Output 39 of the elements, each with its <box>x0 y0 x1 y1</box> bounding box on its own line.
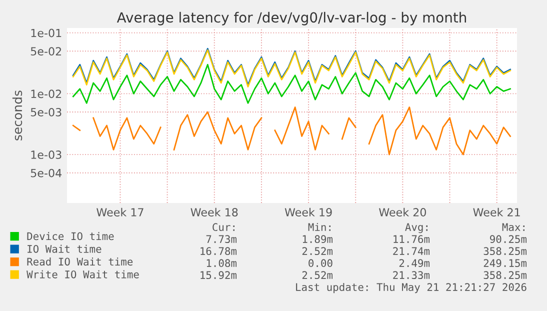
text: Cur: <box>212 223 234 232</box>
y-tick-label: 1e-03 <box>31 150 62 159</box>
text: 16.78m <box>200 247 237 256</box>
text: 11.76m <box>394 235 430 244</box>
text: 2.49m <box>399 259 430 268</box>
x-tick-label: Week 19 <box>284 208 332 216</box>
text: 21.33m <box>393 271 430 280</box>
text: 1.08m <box>206 259 237 268</box>
text: 2.52m <box>302 247 333 256</box>
legend-label: Write IO Wait time <box>26 270 139 278</box>
text: 0.00 <box>308 259 332 268</box>
text: 2.52m <box>302 271 333 280</box>
chart-title: Average latency for /dev/vg0/lv-var-log - by month <box>116 12 466 26</box>
y-tick-label: 1e-01 <box>31 28 62 38</box>
x-tick-label: Week 18 <box>190 208 238 216</box>
line-series <box>72 64 511 104</box>
text: 1.89m <box>302 235 333 244</box>
x-tick-label: Week 20 <box>378 208 426 216</box>
y-tick-label: 5e-03 <box>30 108 62 116</box>
y-axis-title: seconds <box>12 90 22 140</box>
legend-label: IO Wait time <box>28 244 102 253</box>
text: 358.25m <box>484 247 527 256</box>
text: Max: <box>502 223 524 232</box>
y-tick-label: 5e-02 <box>30 47 62 56</box>
text: 358.25m <box>484 271 527 280</box>
x-tick-label: Week 17 <box>96 208 144 216</box>
y-tick-label: 1e-02 <box>31 90 62 98</box>
text: 21.74m <box>393 247 430 255</box>
text: Last update: Thu May 21 21:21:27 2026 <box>296 282 526 294</box>
legend-label: Read IO Wait time <box>27 258 133 266</box>
text: Min: <box>308 222 330 231</box>
text: 7.73m <box>206 235 237 244</box>
legend-label: Device IO time <box>27 232 114 240</box>
text: Avg: <box>405 223 428 234</box>
x-tick-label: Week 21 <box>473 208 520 216</box>
text: 90.25m <box>490 235 527 244</box>
y-tick-label: 5e-04 <box>30 168 62 178</box>
text: 15.92m <box>200 271 237 280</box>
text: 249.15m <box>484 259 527 268</box>
